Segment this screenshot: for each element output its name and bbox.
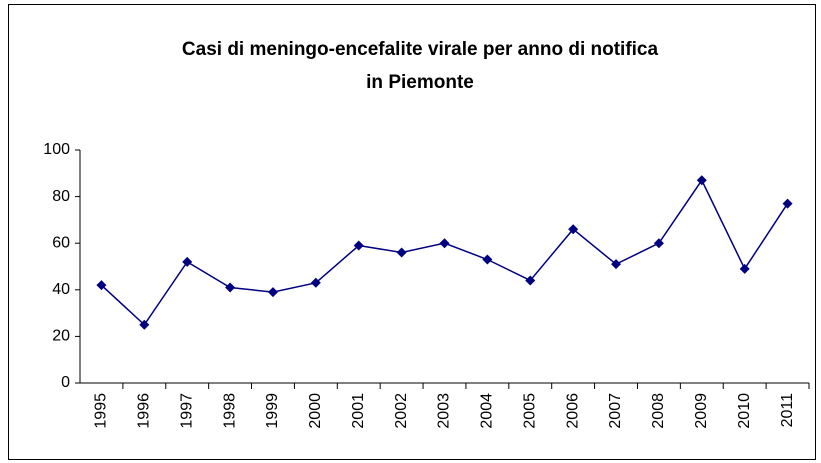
x-tick-label: 2010 xyxy=(736,393,753,429)
x-tick-label: 2005 xyxy=(521,393,538,429)
x-tick-label: 1997 xyxy=(178,393,195,429)
marker xyxy=(439,238,450,249)
y-tick-label: 100 xyxy=(43,141,70,158)
x-tick-label: 2002 xyxy=(393,393,410,429)
chart-title: Casi di meningo-encefalite virale per an… xyxy=(182,39,659,60)
y-tick-label: 40 xyxy=(52,281,70,298)
marker xyxy=(739,263,750,274)
marker xyxy=(396,247,407,258)
chart-title: in Piemonte xyxy=(366,72,474,93)
x-tick-label: 2003 xyxy=(436,393,453,429)
marker xyxy=(782,198,793,209)
x-tick-label: 2000 xyxy=(307,393,324,429)
marker xyxy=(267,287,278,298)
x-tick-label: 2011 xyxy=(779,393,796,428)
marker xyxy=(139,319,150,330)
x-tick-label: 2006 xyxy=(564,393,581,429)
x-tick-label: 1998 xyxy=(221,393,238,429)
x-tick-label: 2008 xyxy=(650,393,667,429)
marker xyxy=(568,224,579,235)
marker xyxy=(225,282,236,293)
x-tick-label: 2001 xyxy=(350,393,367,429)
x-tick-label: 1995 xyxy=(93,393,110,429)
x-tick-label: 2007 xyxy=(607,393,624,429)
y-tick-label: 80 xyxy=(52,188,70,205)
marker xyxy=(525,275,536,286)
marker xyxy=(353,240,364,251)
x-tick-label: 1999 xyxy=(264,393,281,429)
y-tick-label: 0 xyxy=(61,374,70,391)
x-tick-label: 2009 xyxy=(693,393,710,429)
marker xyxy=(310,277,321,288)
marker xyxy=(696,175,707,186)
y-tick-label: 60 xyxy=(52,234,70,251)
marker xyxy=(611,259,622,270)
marker xyxy=(182,256,193,267)
marker xyxy=(96,280,107,291)
chart-border xyxy=(8,4,816,460)
x-tick-label: 1996 xyxy=(136,393,153,429)
marker xyxy=(653,238,664,249)
marker xyxy=(482,254,493,265)
x-tick-label: 2004 xyxy=(479,393,496,429)
y-tick-label: 20 xyxy=(52,328,70,345)
